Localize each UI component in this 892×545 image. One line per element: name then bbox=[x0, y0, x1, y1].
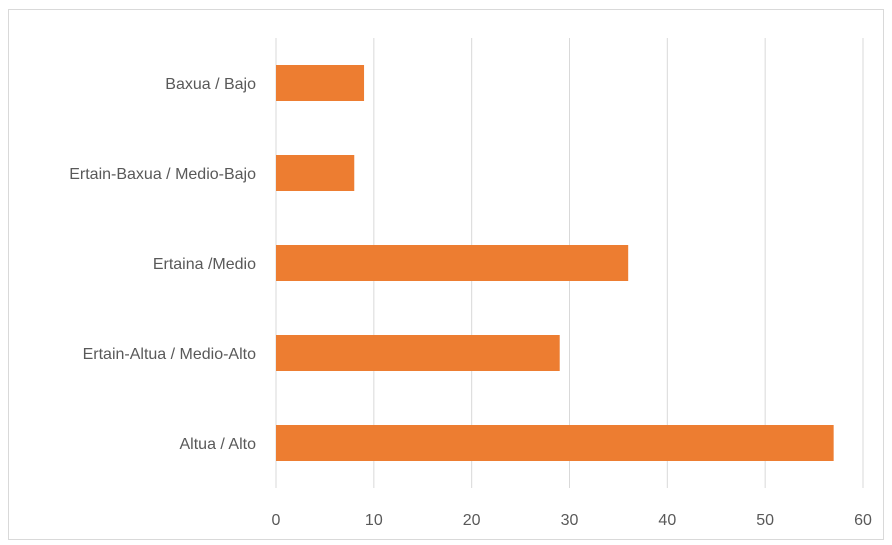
bar-3 bbox=[276, 335, 560, 371]
bars bbox=[276, 65, 834, 461]
bar-0 bbox=[276, 65, 365, 101]
bar-1 bbox=[276, 155, 355, 191]
category-label: Altua / Alto bbox=[180, 436, 257, 453]
bar-4 bbox=[276, 425, 834, 461]
category-axis-labels: Baxua / Bajo Ertain-Baxua / Medio-Bajo Ert… bbox=[69, 76, 256, 453]
x-tick-label: 50 bbox=[756, 512, 774, 529]
x-tick-label: 10 bbox=[365, 512, 383, 529]
value-axis-tick-labels: 0 10 20 30 40 50 60 bbox=[272, 512, 872, 529]
gridlines bbox=[275, 38, 864, 488]
category-label: Ertain-Altua / Medio-Alto bbox=[83, 346, 257, 363]
x-tick-label: 20 bbox=[463, 512, 481, 529]
category-label: Baxua / Bajo bbox=[165, 76, 256, 93]
category-label: Ertain-Baxua / Medio-Bajo bbox=[69, 166, 256, 183]
x-tick-label: 30 bbox=[561, 512, 579, 529]
category-label: Ertaina /Medio bbox=[153, 256, 256, 273]
x-tick-label: 60 bbox=[854, 512, 872, 529]
x-tick-label: 40 bbox=[658, 512, 676, 529]
bar-2 bbox=[276, 245, 629, 281]
x-tick-label: 0 bbox=[272, 512, 281, 529]
